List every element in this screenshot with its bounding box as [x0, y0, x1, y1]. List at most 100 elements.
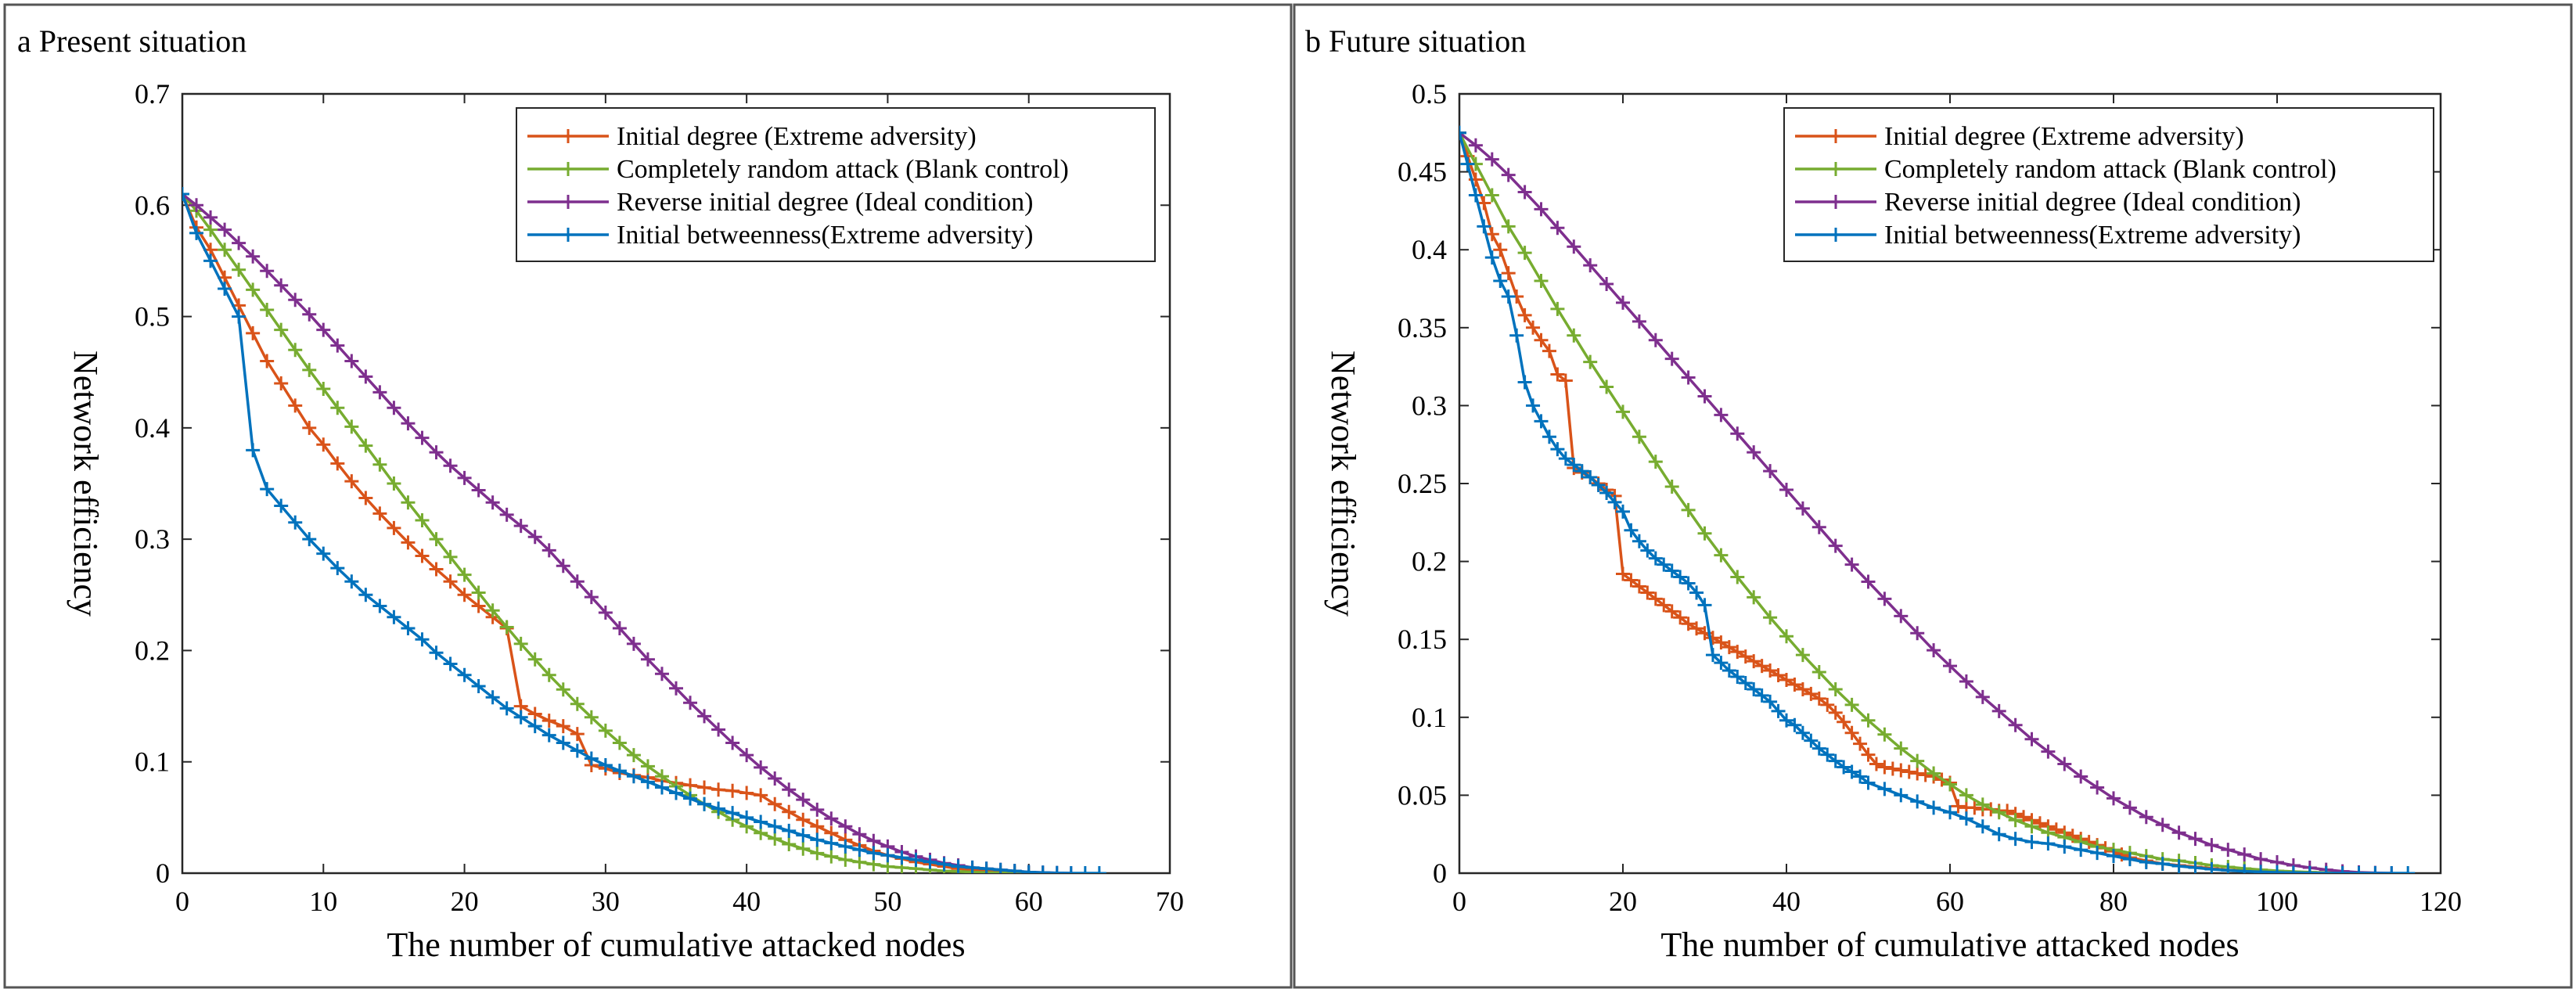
data-point — [2171, 859, 2186, 873]
data-point — [1681, 502, 1696, 517]
y-tick-label: 0.35 — [1398, 312, 1447, 343]
data-point — [316, 382, 331, 397]
data-point — [1943, 659, 1957, 674]
data-point — [1763, 464, 1778, 479]
data-point — [1811, 741, 1826, 756]
data-point — [316, 546, 331, 561]
data-point — [2057, 840, 2072, 854]
data-point — [965, 860, 980, 873]
data-point — [429, 445, 444, 460]
data-point — [711, 801, 726, 816]
data-point — [768, 771, 783, 786]
x-tick-label: 120 — [2419, 886, 2462, 917]
data-point — [2384, 866, 2399, 873]
data-point — [401, 416, 416, 431]
data-point — [189, 225, 204, 240]
data-point — [1640, 585, 1655, 600]
data-point — [1664, 563, 1679, 578]
y-tick-label: 0.5 — [135, 301, 170, 333]
data-point — [1730, 426, 1745, 441]
x-tick-label: 80 — [2099, 886, 2128, 917]
y-tick-label: 0.25 — [1398, 468, 1447, 499]
data-point — [2188, 861, 2203, 873]
data-point — [1517, 375, 1532, 390]
legend-label: Initial degree (Extreme adversity) — [617, 122, 977, 151]
data-point — [894, 850, 909, 865]
data-point — [1779, 672, 1793, 687]
data-point — [1648, 455, 1663, 469]
data-point — [1804, 686, 1819, 701]
data-point — [1484, 227, 1499, 242]
data-point — [866, 833, 881, 848]
x-tick-label: 0 — [175, 886, 189, 917]
data-point — [1673, 570, 1688, 584]
data-point — [810, 846, 825, 861]
data-point — [852, 854, 867, 869]
data-point — [937, 857, 952, 872]
data-point — [782, 823, 797, 838]
data-point — [1910, 753, 1925, 768]
data-point — [598, 606, 613, 620]
data-point — [1007, 864, 1022, 873]
data-point — [2008, 813, 2023, 828]
data-point — [1837, 714, 1851, 729]
data-point — [1632, 534, 1646, 548]
data-point — [2221, 843, 2236, 858]
data-point — [1681, 576, 1696, 591]
data-point — [1795, 681, 1810, 696]
data-point — [1754, 688, 1769, 703]
data-point — [274, 498, 289, 513]
data-point — [1787, 677, 1802, 692]
data-point — [415, 548, 430, 563]
data-point — [344, 574, 359, 589]
data-point — [1063, 866, 1078, 873]
data-point — [1927, 643, 1941, 658]
data-point — [768, 796, 783, 811]
data-point — [654, 780, 669, 795]
data-point — [1673, 610, 1688, 625]
data-point — [260, 482, 275, 497]
data-point — [1918, 768, 1933, 782]
data-point — [2041, 744, 2056, 759]
data-point — [1795, 725, 1810, 740]
data-point — [1583, 354, 1598, 369]
data-point — [2106, 791, 2121, 806]
data-point — [457, 470, 472, 485]
series-line — [182, 192, 1071, 873]
data-point — [1697, 526, 1712, 541]
data-point — [1975, 819, 1990, 834]
data-point — [316, 437, 331, 452]
data-point — [218, 282, 232, 296]
data-point — [1714, 656, 1729, 671]
x-tick-label: 40 — [732, 886, 761, 917]
data-point — [1991, 805, 2006, 820]
data-point — [1035, 865, 1050, 873]
data-point — [2188, 832, 2203, 847]
x-tick-label: 30 — [592, 886, 620, 917]
data-point — [2017, 810, 2031, 825]
data-point — [471, 678, 486, 693]
data-point — [754, 814, 768, 829]
data-point — [711, 782, 726, 797]
data-point — [1468, 138, 1483, 153]
data-point — [810, 802, 825, 817]
data-point — [1811, 665, 1826, 680]
series-4 — [1459, 125, 2416, 873]
x-tick-label: 60 — [1015, 886, 1043, 917]
data-point — [1632, 579, 1646, 594]
data-point — [513, 710, 528, 725]
data-point — [1689, 585, 1704, 600]
x-tick-label: 10 — [309, 886, 337, 917]
data-point — [570, 727, 585, 742]
data-point — [260, 354, 275, 369]
data-point — [1599, 485, 1614, 500]
data-point — [246, 443, 261, 458]
data-point — [274, 278, 289, 293]
data-point — [640, 652, 655, 667]
data-point — [866, 846, 881, 861]
data-point — [344, 474, 359, 489]
data-point — [2204, 838, 2219, 853]
data-point — [1534, 414, 1549, 429]
data-point — [218, 243, 232, 257]
data-point — [288, 515, 303, 530]
